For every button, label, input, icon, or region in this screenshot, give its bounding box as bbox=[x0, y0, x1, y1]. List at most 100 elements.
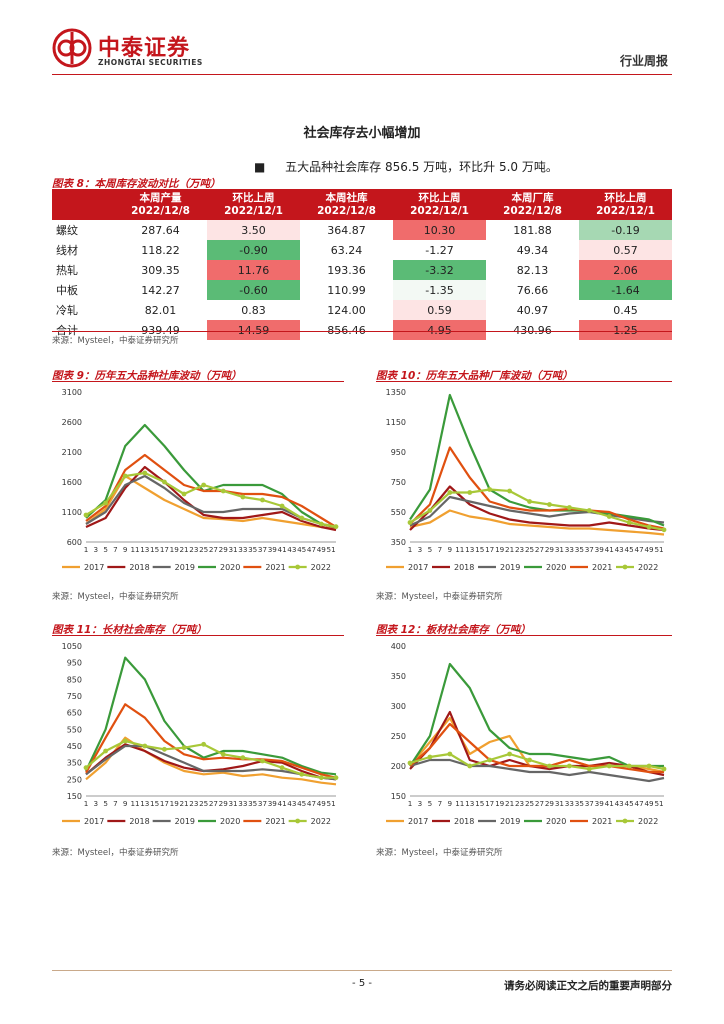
chart-11-title: 图表 11：长材社会库存（万吨） bbox=[52, 624, 207, 636]
series-point-2022 bbox=[333, 524, 339, 530]
legend-marker-2022 bbox=[622, 564, 628, 570]
row-label: 螺纹 bbox=[56, 224, 78, 237]
series-point-2022 bbox=[646, 763, 652, 769]
y-tick-label: 450 bbox=[67, 742, 82, 751]
y-tick-label: 200 bbox=[391, 762, 406, 771]
table-row: 热轧 309.35 11.76 193.36 -3.32 82.13 2.06 bbox=[52, 260, 672, 280]
series-point-2022 bbox=[527, 499, 532, 504]
y-tick-label: 550 bbox=[391, 508, 406, 517]
x-tick-label: 47 bbox=[307, 799, 316, 808]
legend-label: 2019 bbox=[500, 817, 520, 826]
x-tick-label: 49 bbox=[317, 545, 327, 554]
x-tick-label: 5 bbox=[428, 545, 433, 554]
table-cell: 110.99 bbox=[327, 283, 366, 297]
table-cell: 63.24 bbox=[330, 243, 363, 257]
y-tick-label: 150 bbox=[67, 792, 82, 801]
x-tick-label: 21 bbox=[179, 799, 188, 808]
table-cell: 10.30 bbox=[393, 220, 486, 240]
legend-marker-2022 bbox=[622, 818, 628, 824]
series-point-2022 bbox=[467, 490, 473, 495]
x-tick-label: 37 bbox=[258, 545, 267, 554]
series-point-2022 bbox=[586, 508, 592, 513]
x-tick-label: 9 bbox=[448, 545, 453, 554]
series-point-2022 bbox=[162, 479, 167, 485]
table-cell: 76.66 bbox=[516, 283, 549, 297]
series-point-2022 bbox=[260, 497, 265, 503]
series-point-2022 bbox=[646, 524, 652, 530]
x-tick-label: 11 bbox=[455, 545, 464, 554]
x-tick-label: 31 bbox=[555, 545, 564, 554]
brand-name-cn: 中泰证券 bbox=[98, 36, 191, 61]
x-tick-label: 11 bbox=[130, 545, 139, 554]
x-tick-label: 27 bbox=[209, 545, 218, 554]
y-tick-label: 2100 bbox=[62, 448, 82, 457]
legend-label: 2020 bbox=[220, 563, 240, 572]
table-header-5: 本周厂库 2022/12/8 bbox=[486, 190, 579, 220]
series-point-2022 bbox=[566, 505, 572, 510]
table-cell: 364.87 bbox=[327, 223, 366, 237]
series-point-2022 bbox=[240, 755, 246, 761]
x-tick-label: 15 bbox=[150, 799, 159, 808]
x-tick-label: 1 bbox=[84, 545, 89, 554]
x-tick-label: 45 bbox=[625, 799, 634, 808]
y-tick-label: 1150 bbox=[386, 418, 406, 427]
page-number: - 5 - bbox=[352, 978, 372, 989]
x-tick-label: 31 bbox=[228, 545, 237, 554]
y-tick-label: 1100 bbox=[62, 508, 82, 517]
x-tick-label: 3 bbox=[418, 799, 423, 808]
x-tick-label: 29 bbox=[219, 799, 229, 808]
brand-name-en: ZHONGTAI SECURITIES bbox=[98, 58, 203, 67]
table-cell: 0.59 bbox=[393, 300, 486, 320]
company-logo-icon bbox=[52, 28, 92, 68]
x-tick-label: 37 bbox=[585, 799, 594, 808]
series-point-2022 bbox=[507, 751, 513, 757]
bullet-icon: ■ bbox=[254, 160, 266, 174]
x-tick-label: 27 bbox=[535, 545, 544, 554]
x-tick-label: 21 bbox=[179, 545, 188, 554]
series-point-2022 bbox=[407, 760, 413, 766]
series-point-2022 bbox=[142, 743, 148, 749]
x-tick-label: 19 bbox=[495, 545, 505, 554]
x-tick-label: 37 bbox=[258, 799, 267, 808]
chart-10-source: 来源：Mysteel，中泰证券研究所 bbox=[376, 592, 503, 602]
series-point-2022 bbox=[103, 748, 109, 754]
y-tick-label: 1050 bbox=[62, 642, 82, 651]
x-tick-label: 3 bbox=[94, 799, 99, 808]
x-tick-label: 15 bbox=[475, 799, 484, 808]
x-tick-label: 47 bbox=[307, 545, 316, 554]
x-tick-label: 33 bbox=[238, 799, 247, 808]
x-tick-label: 21 bbox=[505, 545, 514, 554]
legend-label: 2021 bbox=[265, 817, 285, 826]
series-line-2021 bbox=[85, 453, 337, 528]
x-tick-label: 33 bbox=[565, 545, 574, 554]
series-line-2017 bbox=[85, 736, 337, 786]
series-point-2022 bbox=[279, 765, 285, 771]
x-tick-label: 33 bbox=[238, 545, 247, 554]
legend-label: 2021 bbox=[592, 817, 612, 826]
chart-10-rule bbox=[376, 381, 672, 382]
table-cell: 2.06 bbox=[579, 260, 672, 280]
table-row: 螺纹 287.64 3.50 364.87 10.30 181.88 -0.19 bbox=[52, 220, 672, 240]
legend-label: 2018 bbox=[454, 563, 474, 572]
y-tick-label: 950 bbox=[391, 448, 406, 457]
series-point-2022 bbox=[626, 520, 632, 525]
x-tick-label: 17 bbox=[160, 545, 169, 554]
x-tick-label: 25 bbox=[525, 799, 534, 808]
chart-12-title: 图表 12：板材社会库存（万吨） bbox=[376, 624, 531, 636]
chart-10-title: 图表 10：历年五大品种厂库波动（万吨） bbox=[376, 370, 573, 382]
series-point-2022 bbox=[318, 775, 324, 781]
y-tick-label: 350 bbox=[391, 538, 406, 547]
series-point-2022 bbox=[487, 757, 493, 763]
y-tick-label: 750 bbox=[391, 478, 406, 487]
y-tick-label: 750 bbox=[67, 692, 82, 701]
series-point-2022 bbox=[447, 751, 453, 757]
x-tick-label: 23 bbox=[189, 545, 198, 554]
series-line-2022 bbox=[85, 739, 336, 779]
legend-label: 2020 bbox=[546, 817, 566, 826]
y-tick-label: 250 bbox=[67, 775, 82, 784]
series-point-2022 bbox=[507, 488, 513, 494]
y-tick-label: 350 bbox=[67, 759, 82, 768]
series-line-2022 bbox=[85, 471, 337, 528]
x-tick-label: 3 bbox=[418, 545, 423, 554]
x-tick-label: 49 bbox=[317, 799, 327, 808]
